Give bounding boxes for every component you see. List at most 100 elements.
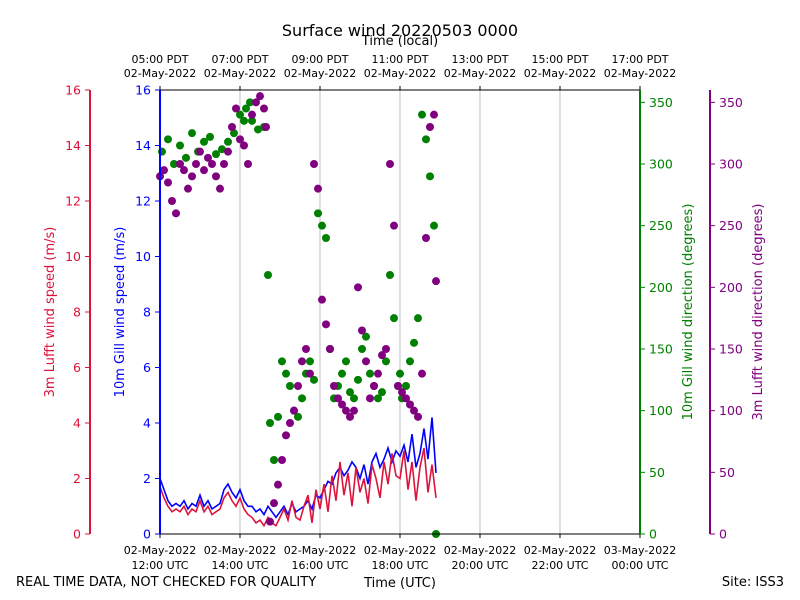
gill-direction-axis-tick-label: 100 xyxy=(649,403,673,418)
data-point xyxy=(230,129,238,138)
data-point xyxy=(248,110,256,119)
gill-speed-axis-tick-label: 8 xyxy=(143,305,151,320)
data-point xyxy=(188,129,196,138)
gill-direction-axis-tick-label: 200 xyxy=(649,280,673,295)
top-tick-label-time: 05:00 PDT xyxy=(131,53,188,66)
data-point xyxy=(338,369,346,378)
data-point xyxy=(262,123,270,131)
top-tick-label-date: 02-May-2022 xyxy=(124,67,196,80)
data-point xyxy=(358,345,366,353)
data-point xyxy=(426,172,434,181)
data-point xyxy=(286,419,294,427)
data-point xyxy=(182,153,190,162)
data-point xyxy=(326,345,334,353)
lufft-speed-axis-tick-label: 4 xyxy=(73,416,81,431)
data-point xyxy=(378,351,386,360)
data-point xyxy=(366,369,374,378)
data-point xyxy=(228,123,236,131)
data-point xyxy=(236,135,244,144)
x-tick-label-time: 16:00 UTC xyxy=(291,559,348,572)
data-point xyxy=(196,147,204,156)
data-point xyxy=(358,326,366,335)
x-tick-label-date: 02-May-2022 xyxy=(204,544,276,557)
lufft-direction-axis-tick-label: 250 xyxy=(719,218,743,233)
axes-layer: 02-May-2022 12:00 UTC 02-May-2022 14:00 UTC… xyxy=(43,53,766,572)
top-tick-label-time: 13:00 PDT xyxy=(451,53,508,66)
data-point xyxy=(200,166,208,175)
data-point xyxy=(270,499,278,508)
data-point xyxy=(406,400,414,409)
quality-disclaimer: REAL TIME DATA, NOT CHECKED FOR QUALITY xyxy=(16,575,317,590)
top-tick-label-time: 15:00 PDT xyxy=(531,53,588,66)
data-point xyxy=(278,456,286,464)
x-tick-label-date: 02-May-2022 xyxy=(124,544,196,557)
data-point xyxy=(396,369,404,378)
data-point xyxy=(406,357,414,366)
gill-direction-axis-tick-label: 150 xyxy=(649,342,673,357)
data-point xyxy=(378,388,386,397)
data-point xyxy=(306,369,314,378)
x-tick-label-time: 22:00 UTC xyxy=(531,559,588,572)
lufft-direction-axis-tick-label: 100 xyxy=(719,403,743,418)
gill-direction-axis-tick-label: 0 xyxy=(649,527,657,542)
gill-speed-axis-tick-label: 16 xyxy=(135,83,151,98)
data-point xyxy=(266,419,274,427)
data-point xyxy=(422,234,430,242)
data-point xyxy=(314,209,322,218)
lufft-direction-axis-tick-label: 150 xyxy=(719,342,743,357)
data-point xyxy=(334,394,342,403)
data-point xyxy=(294,382,302,390)
data-point xyxy=(354,283,362,292)
lufft-speed-axis-tick-label: 8 xyxy=(73,305,81,320)
lufft-direction-axis-tick-label: 300 xyxy=(719,157,743,172)
data-point xyxy=(278,357,286,366)
data-point xyxy=(282,431,290,440)
data-point xyxy=(382,357,390,366)
data-point xyxy=(218,145,226,154)
top-tick-label-time: 07:00 PDT xyxy=(211,53,268,66)
bottom-axis-label: Time (UTC) xyxy=(364,576,436,591)
data-point xyxy=(374,369,382,378)
data-point xyxy=(402,382,410,390)
data-point xyxy=(254,125,262,134)
data-point xyxy=(260,104,268,113)
data-point xyxy=(310,160,318,168)
data-point xyxy=(430,221,438,230)
x-tick-label-time: 12:00 UTC xyxy=(131,559,188,572)
data-point xyxy=(310,375,318,384)
data-point xyxy=(294,412,302,421)
data-point xyxy=(274,480,282,489)
data-point xyxy=(398,388,406,397)
lufft-speed-axis-tick-label: 6 xyxy=(73,360,81,375)
data-point xyxy=(242,104,250,113)
lufft-speed-axis-tick-label: 10 xyxy=(65,249,81,264)
data-point xyxy=(322,234,330,242)
gill-speed-axis-tick-label: 14 xyxy=(135,138,151,153)
data-point xyxy=(168,197,176,205)
data-point xyxy=(374,394,382,403)
data-point xyxy=(176,160,184,168)
data-point xyxy=(192,160,200,168)
data-point xyxy=(164,178,172,187)
data-point xyxy=(184,184,192,193)
top-tick-label-time: 09:00 PDT xyxy=(291,53,348,66)
gill-speed-axis-tick-label: 10 xyxy=(135,249,151,264)
lufft-speed-axis-tick-label: 2 xyxy=(73,471,81,486)
data-point xyxy=(390,314,398,323)
gill-speed-axis-tick-label: 2 xyxy=(143,471,151,486)
data-point xyxy=(298,394,306,403)
data-point xyxy=(342,357,350,366)
x-tick-label-time: 20:00 UTC xyxy=(451,559,508,572)
data-point xyxy=(410,338,418,347)
data-point xyxy=(224,147,232,156)
gill-direction-axis-tick-label: 50 xyxy=(649,465,665,480)
data-point xyxy=(418,110,426,119)
data-point xyxy=(176,141,184,150)
series-line xyxy=(159,447,437,528)
lufft-speed-axis-tick-label: 0 xyxy=(73,527,81,542)
lufft-direction-axis-tick-label: 200 xyxy=(719,280,743,295)
data-point xyxy=(248,116,256,125)
data-point xyxy=(414,412,422,421)
vertical-gridlines xyxy=(159,90,641,534)
data-point xyxy=(216,184,224,193)
